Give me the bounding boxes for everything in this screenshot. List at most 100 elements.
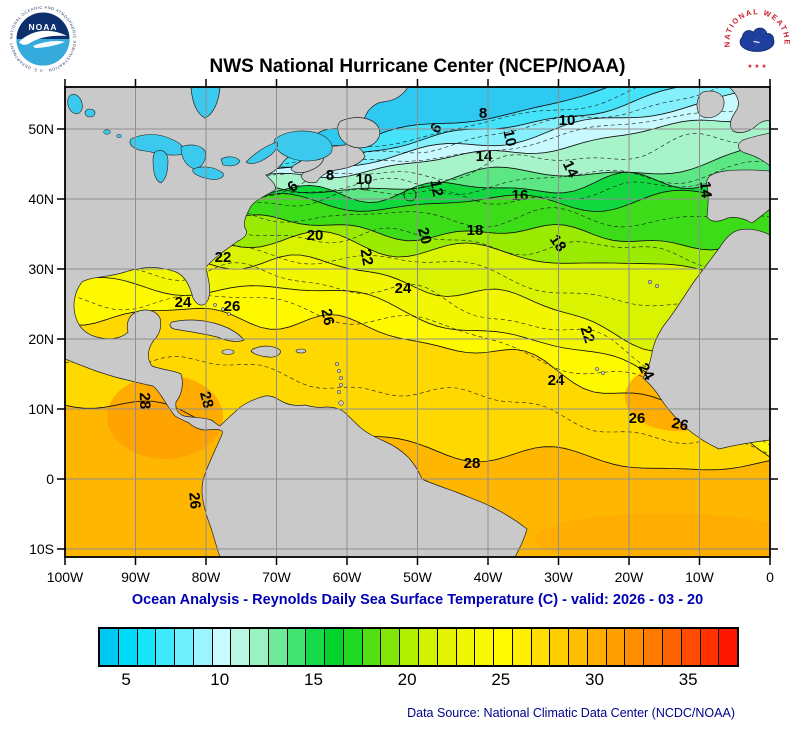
svg-text:24: 24 <box>634 360 657 384</box>
noaa-logo: NATIONAL OCEANIC AND ATMOSPHERIC ADMINIS… <box>8 4 78 74</box>
lon-tick-label: 100W <box>46 569 84 585</box>
map-caption: Ocean Analysis - Reynolds Daily Sea Surf… <box>131 592 704 608</box>
svg-text:24: 24 <box>548 372 565 389</box>
colorbar-cell <box>100 629 118 665</box>
colorbar-cell <box>568 629 587 665</box>
svg-text:18: 18 <box>546 232 569 255</box>
colorbar-cell <box>305 629 325 665</box>
lon-tick-label: 90W <box>121 569 150 585</box>
colorbar-cell <box>286 629 306 665</box>
colorbar-tick-label: 30 <box>585 670 604 689</box>
colorbar-cell <box>418 629 437 665</box>
colorbar-cell <box>117 629 137 665</box>
lon-tick-label: 80W <box>191 569 221 585</box>
svg-text:10: 10 <box>559 112 576 129</box>
colorbar-cell <box>680 629 700 665</box>
colorbar-tick-label: 15 <box>303 670 323 689</box>
colorbar-cell <box>436 629 456 665</box>
lon-tick-label: 30W <box>544 569 573 585</box>
colorbar-cell <box>399 629 419 665</box>
colorbar-tick-label: 25 <box>491 670 511 689</box>
lat-tick-label: 50N <box>28 121 54 137</box>
svg-text:26: 26 <box>185 492 203 510</box>
svg-text:26: 26 <box>317 307 337 327</box>
colorbar-cell <box>530 629 550 665</box>
colorbar-cell <box>155 629 175 665</box>
colorbar-cell <box>267 629 287 665</box>
lon-tick-label: 60W <box>332 569 362 585</box>
nws-stars: ★ ★ ★ <box>747 63 766 70</box>
noaa-seagull-icon <box>19 30 67 45</box>
colorbar-tick-label: 5 <box>121 670 131 689</box>
lat-tick-label: 30N <box>28 261 54 277</box>
colorbar-cell <box>586 629 606 665</box>
colorbar-cell <box>474 629 494 665</box>
colorbar-cell <box>192 629 212 665</box>
lat-tick-label: 10N <box>28 401 54 417</box>
colorbar-cell <box>661 629 681 665</box>
nws-logo: NATIONAL WEATHER SERVICE ★ ★ ★ <box>722 6 792 76</box>
nws-logo-svg: NATIONAL WEATHER SERVICE ★ ★ ★ <box>722 7 791 75</box>
lat-tick-label: 10S <box>29 541 54 557</box>
page-title: NWS National Hurricane Center (NCEP/NOAA… <box>209 56 626 77</box>
svg-text:16: 16 <box>512 187 529 204</box>
colorbar-cell <box>718 629 738 665</box>
svg-text:14: 14 <box>559 158 582 181</box>
svg-text:22: 22 <box>357 248 377 267</box>
svg-text:22: 22 <box>577 324 598 345</box>
colorbar-cell <box>136 629 156 665</box>
svg-text:10: 10 <box>356 171 373 188</box>
svg-text:28: 28 <box>136 392 154 409</box>
svg-text:14: 14 <box>476 148 493 165</box>
colorbar-cell <box>380 629 400 665</box>
colorbar-cell <box>324 629 343 665</box>
lon-tick-label: 50W <box>403 569 432 585</box>
svg-text:26: 26 <box>670 415 690 435</box>
sst-map: 6 8 10 6 8 10 10 12 14 14 14 16 18 18 20 20 22 22 22 24 24 24… <box>57 79 778 565</box>
svg-text:20: 20 <box>307 227 324 244</box>
svg-text:20: 20 <box>414 226 435 247</box>
svg-text:24: 24 <box>395 280 412 297</box>
colorbar-cell <box>643 629 662 665</box>
colorbar-cell <box>230 629 250 665</box>
lon-tick-label: 0 <box>766 569 774 585</box>
svg-text:26: 26 <box>224 298 241 315</box>
lon-tick-label: 40W <box>473 569 503 585</box>
data-source-note: Data Source: National Climatic Data Cent… <box>407 706 735 720</box>
svg-text:24: 24 <box>175 294 192 311</box>
colorbar-tick-label: 35 <box>678 670 698 689</box>
svg-text:10: 10 <box>499 128 519 148</box>
colorbar-cell <box>211 629 231 665</box>
svg-text:8: 8 <box>326 167 334 184</box>
noaa-wordmark: NOAA <box>28 22 57 32</box>
colorbar-cell <box>549 629 569 665</box>
noaa-logo-svg: NATIONAL OCEANIC AND ATMOSPHERIC ADMINIS… <box>8 4 77 74</box>
colorbar-cell <box>511 629 531 665</box>
lon-tick-label: 20W <box>614 569 644 585</box>
colorbar-cell <box>699 629 719 665</box>
colorbar-cell <box>605 629 625 665</box>
colorbar-cell <box>361 629 381 665</box>
svg-text:14: 14 <box>696 181 714 200</box>
colorbar-cell <box>455 629 475 665</box>
colorbar-cell <box>342 629 362 665</box>
colorbar-cell <box>174 629 193 665</box>
svg-text:28: 28 <box>464 455 481 472</box>
svg-text:22: 22 <box>215 249 232 266</box>
colorbar-cell <box>249 629 268 665</box>
lat-tick-label: 0 <box>46 471 54 487</box>
svg-text:8: 8 <box>479 105 487 122</box>
colorbar-tick-label: 10 <box>210 670 230 689</box>
svg-text:12: 12 <box>427 179 447 198</box>
lat-tick-label: 20N <box>28 331 54 347</box>
lon-tick-label: 10W <box>685 569 714 585</box>
colorbar-tick-label: 20 <box>397 670 417 689</box>
svg-text:18: 18 <box>467 222 484 239</box>
colorbar-cell <box>493 629 512 665</box>
lat-tick-label: 40N <box>28 191 54 207</box>
colorbar-cell <box>624 629 644 665</box>
svg-text:26: 26 <box>629 410 646 427</box>
temperature-colorbar <box>98 627 739 667</box>
